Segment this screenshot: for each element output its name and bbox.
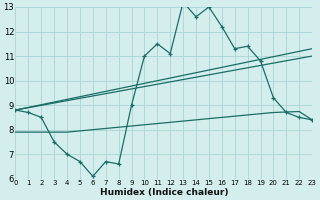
X-axis label: Humidex (Indice chaleur): Humidex (Indice chaleur) <box>100 188 228 197</box>
